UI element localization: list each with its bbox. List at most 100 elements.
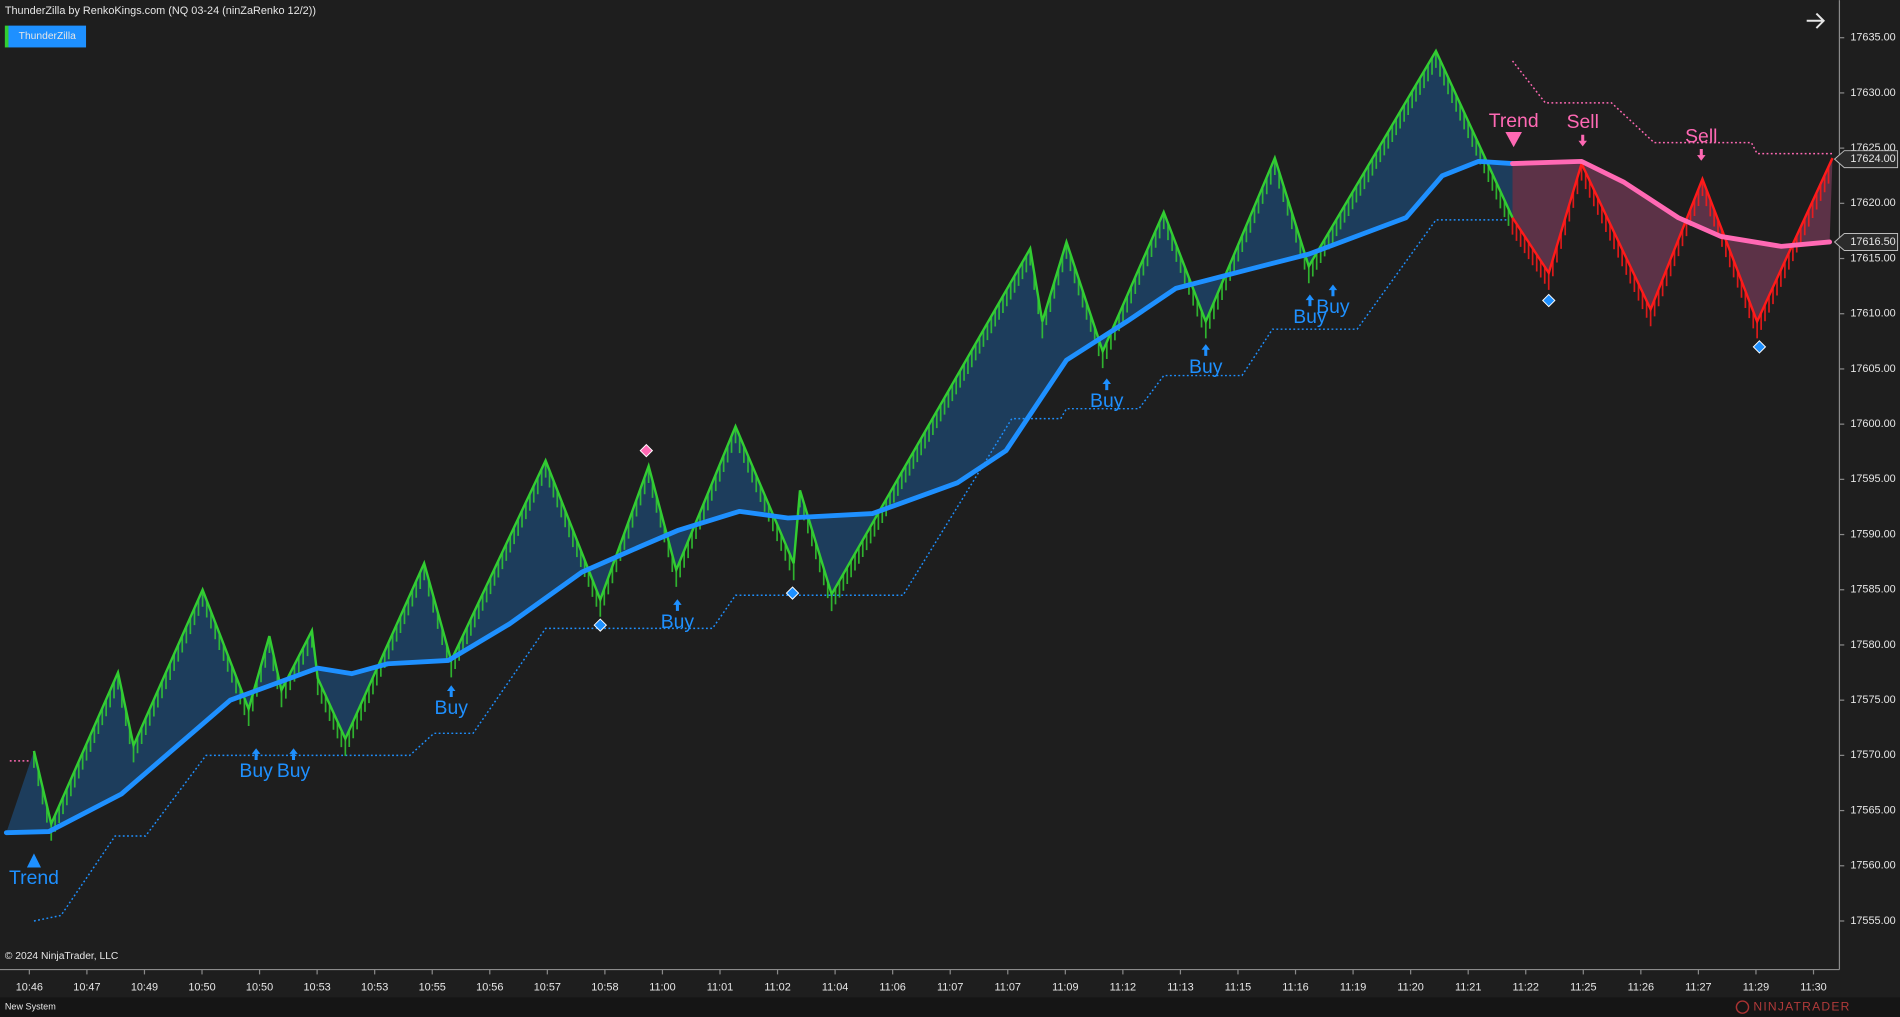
renko-bricks	[344, 571, 422, 756]
renko-bricks	[117, 672, 131, 745]
signal-label: Buy	[1293, 306, 1327, 328]
signal-arrow	[251, 748, 261, 760]
renko-bricks	[132, 598, 200, 763]
x-tick-label: 11:07	[995, 982, 1021, 994]
x-tick-label: 11:26	[1628, 982, 1654, 994]
x-tick-label: 10:56	[476, 982, 503, 994]
trailing-stop	[33, 219, 1510, 922]
signal-label: Sell	[1685, 125, 1717, 147]
signal-arrow	[1328, 284, 1338, 297]
indicator-stripe	[4, 25, 9, 48]
x-tick-label: 11:13	[1167, 982, 1193, 994]
x-tick-label: 11:12	[1110, 982, 1136, 994]
price-line	[32, 48, 1514, 828]
x-tick-label: 11:22	[1513, 982, 1539, 994]
signal-label: Sell	[1567, 111, 1599, 133]
y-tick-label: 17565.00	[1850, 804, 1895, 816]
renko-bricks	[33, 750, 48, 823]
y-tick-label: 17585.00	[1850, 584, 1895, 596]
copyright: © 2024 NinjaTrader, LLC	[5, 951, 119, 962]
signal-label: Buy	[661, 611, 695, 633]
signal-label: Buy	[239, 760, 273, 782]
renko-bricks	[1065, 241, 1100, 357]
indicator-button[interactable]	[8, 25, 87, 48]
average-line	[1510, 158, 1833, 249]
signal-triangle	[1505, 131, 1522, 148]
renko-bricks	[734, 426, 791, 571]
x-tick-label: 10:53	[303, 982, 330, 994]
y-tick-label: 17600.00	[1850, 418, 1895, 430]
diamond-marker	[1752, 340, 1767, 354]
price-line	[1511, 157, 1834, 325]
y-tick-label: 17590.00	[1850, 528, 1895, 540]
x-tick-label: 11:21	[1455, 982, 1481, 994]
signal-arrow	[1201, 344, 1210, 356]
diamond-marker	[785, 586, 800, 600]
y-tick-label: 17605.00	[1850, 363, 1895, 375]
x-tick-label: 11:16	[1282, 982, 1308, 994]
renko-bricks	[1204, 167, 1272, 339]
x-tick-label: 11:29	[1743, 982, 1769, 994]
x-tick-label: 10:50	[188, 982, 215, 994]
price-marker-label: 17616.50	[1850, 236, 1895, 248]
signal-arrow	[1102, 378, 1111, 391]
signal-label: Trend	[9, 867, 59, 889]
x-tick-label: 11:15	[1225, 982, 1251, 994]
signal-arrow	[1578, 134, 1587, 147]
x-tick-label: 11:04	[822, 982, 848, 994]
status-text: New System	[5, 1002, 56, 1012]
signal-label: Buy	[435, 697, 469, 719]
watermark: NINJATRADER	[1753, 999, 1850, 1013]
signal-arrow	[673, 599, 682, 611]
x-tick-label: 11:02	[764, 982, 790, 994]
y-tick-label: 17575.00	[1850, 694, 1895, 706]
x-tick-label: 11:01	[707, 982, 733, 994]
price-marker	[1833, 150, 1899, 169]
x-tick-label: 10:58	[591, 982, 618, 994]
x-tick-label: 10:47	[73, 982, 100, 994]
x-tick-label: 11:06	[879, 982, 905, 994]
signal-arrow	[1305, 294, 1315, 307]
y-tick-label: 17615.00	[1850, 252, 1895, 264]
y-tick-label: 17580.00	[1850, 639, 1895, 651]
renko-bricks	[1307, 57, 1433, 284]
renko-bricks	[1649, 189, 1700, 327]
y-tick-label: 17560.00	[1850, 860, 1895, 872]
x-tick-label: 10:57	[534, 982, 561, 994]
cloud	[1512, 158, 1833, 322]
renko-bricks	[599, 477, 646, 617]
signal-label: Buy	[1189, 356, 1223, 378]
renko-bricks	[1274, 158, 1306, 270]
renko-bricks	[1041, 255, 1064, 339]
chart-title: ThunderZilla by RenkoKings.com (NQ 03-24…	[5, 5, 316, 17]
x-tick-label: 11:27	[1685, 982, 1711, 994]
y-tick-label: 17570.00	[1850, 749, 1895, 761]
renko-bricks	[1511, 217, 1546, 284]
signal-arrow	[289, 748, 298, 760]
indicator-label[interactable]: ThunderZilla	[19, 31, 76, 42]
x-tick-label: 10:53	[361, 982, 388, 994]
price-marker	[1833, 233, 1899, 251]
watermark-logo	[1735, 1000, 1750, 1014]
x-tick-label: 11:20	[1397, 982, 1423, 994]
x-tick-label: 11:07	[937, 982, 963, 994]
cloud	[6, 50, 1513, 833]
y-tick-label: 17635.00	[1850, 32, 1895, 44]
diamond-marker	[593, 618, 608, 632]
price-marker-label: 17624.00	[1850, 153, 1895, 165]
x-tick-label: 10:55	[419, 982, 446, 994]
x-tick-label: 11:25	[1570, 982, 1596, 994]
x-tick-label: 10:50	[246, 982, 273, 994]
diamond-marker	[1542, 293, 1556, 308]
renko-bricks	[1701, 179, 1755, 329]
expand-icon[interactable]	[1806, 12, 1826, 29]
renko-bricks	[280, 639, 309, 708]
y-tick-label: 17610.00	[1850, 308, 1895, 320]
average-line	[3, 158, 1515, 836]
x-tick-label: 11:00	[649, 982, 675, 994]
y-tick-label: 17555.00	[1850, 915, 1895, 927]
y-tick-label: 17595.00	[1850, 473, 1895, 485]
